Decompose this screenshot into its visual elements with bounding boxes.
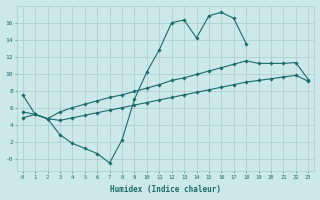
X-axis label: Humidex (Indice chaleur): Humidex (Indice chaleur) xyxy=(110,185,221,194)
